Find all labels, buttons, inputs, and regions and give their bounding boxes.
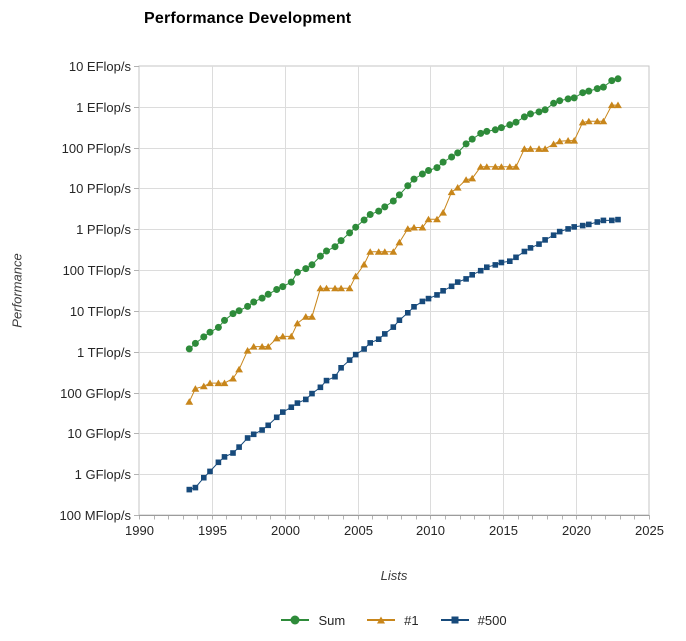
svg-text:2010: 2010 — [416, 523, 445, 538]
svg-text:1995: 1995 — [198, 523, 227, 538]
svg-text:2005: 2005 — [344, 523, 373, 538]
svg-text:2020: 2020 — [562, 523, 591, 538]
svg-text:1 TFlop/s: 1 TFlop/s — [77, 345, 131, 360]
x-axis-title: Lists — [380, 568, 408, 583]
number500-series-marker-icon — [440, 614, 469, 626]
svg-text:100 MFlop/s: 100 MFlop/s — [59, 508, 131, 523]
svg-text:1 PFlop/s: 1 PFlop/s — [76, 222, 131, 237]
legend-label-number1: #1 — [404, 612, 419, 628]
svg-text:2000: 2000 — [271, 523, 300, 538]
legend: Sum #1 #500 — [139, 609, 649, 631]
svg-text:100 GFlop/s: 100 GFlop/s — [60, 386, 131, 401]
svg-text:1 GFlop/s: 1 GFlop/s — [75, 467, 132, 482]
svg-text:100 PFlop/s: 100 PFlop/s — [62, 141, 132, 156]
svg-text:10 GFlop/s: 10 GFlop/s — [67, 426, 131, 441]
svg-text:1990: 1990 — [125, 523, 154, 538]
legend-label-sum: Sum — [318, 612, 346, 628]
svg-text:2025: 2025 — [635, 523, 664, 538]
svg-text:1 EFlop/s: 1 EFlop/s — [76, 100, 131, 115]
svg-text:10 TFlop/s: 10 TFlop/s — [70, 304, 132, 319]
sum-series-marker-icon — [281, 614, 310, 626]
legend-item-number500[interactable]: #500 — [440, 612, 507, 628]
svg-text:100 TFlop/s: 100 TFlop/s — [63, 263, 132, 278]
svg-text:10 EFlop/s: 10 EFlop/s — [69, 59, 132, 74]
svg-text:10 PFlop/s: 10 PFlop/s — [69, 181, 132, 196]
chart-title: Performance Development — [144, 10, 352, 27]
legend-label-number500: #500 — [477, 612, 507, 628]
svg-text:2015: 2015 — [489, 523, 518, 538]
legend-item-number1[interactable]: #1 — [367, 612, 419, 628]
legend-item-sum[interactable]: Sum — [281, 613, 345, 628]
number1-series-marker-icon — [367, 614, 396, 626]
